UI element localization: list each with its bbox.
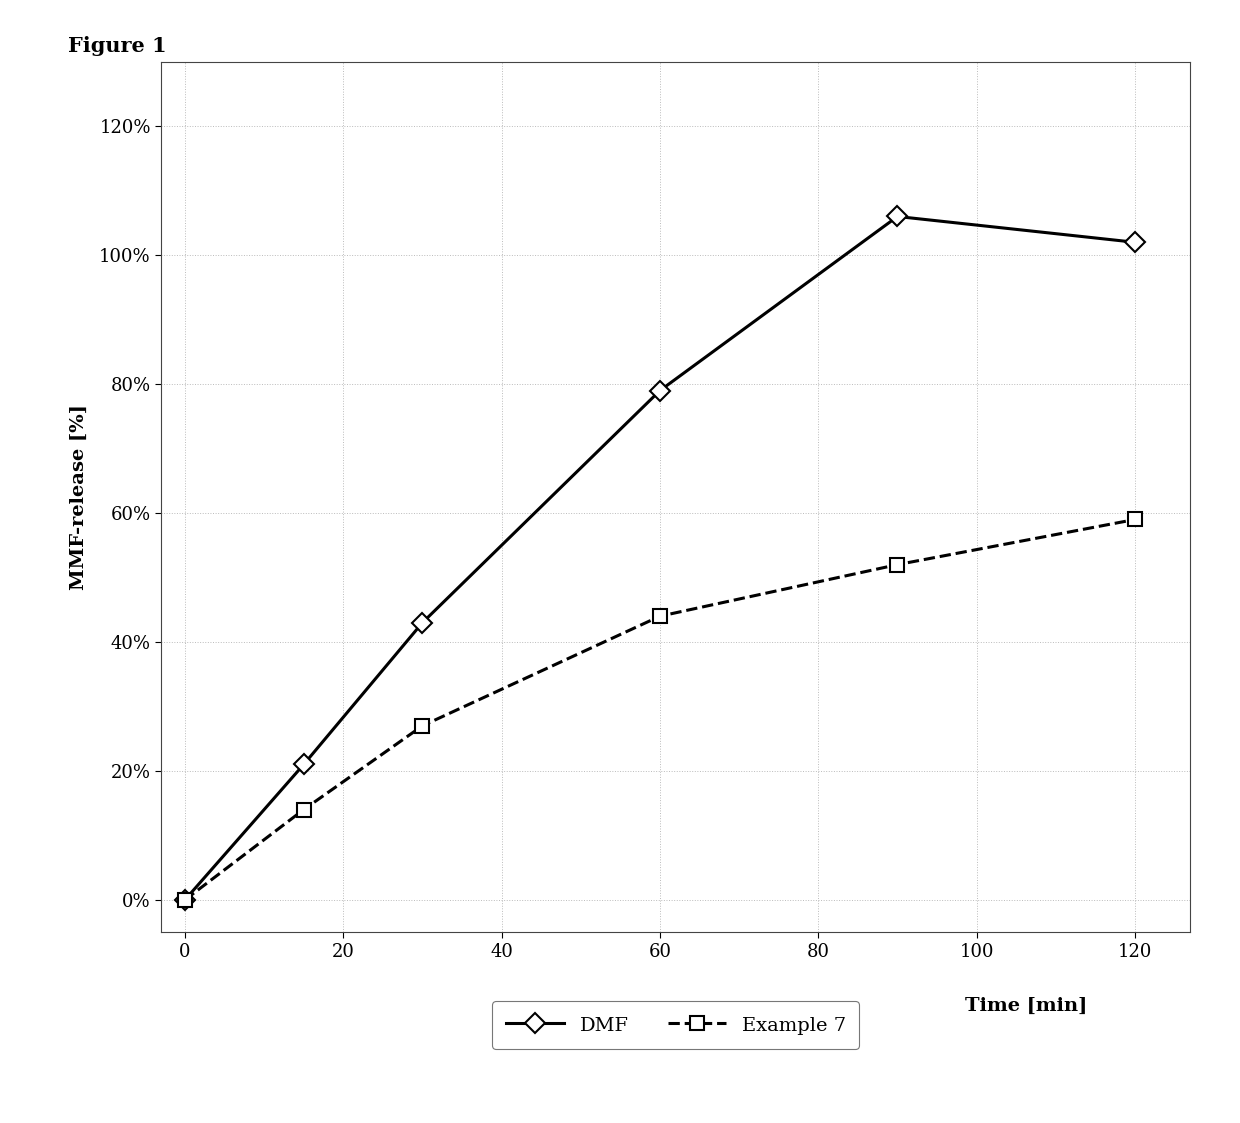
Legend: DMF, Example 7: DMF, Example 7 xyxy=(492,1001,859,1049)
Y-axis label: MMF-release [%]: MMF-release [%] xyxy=(69,404,88,590)
X-axis label: Time [min]: Time [min] xyxy=(965,997,1087,1015)
Text: Figure 1: Figure 1 xyxy=(68,36,167,56)
